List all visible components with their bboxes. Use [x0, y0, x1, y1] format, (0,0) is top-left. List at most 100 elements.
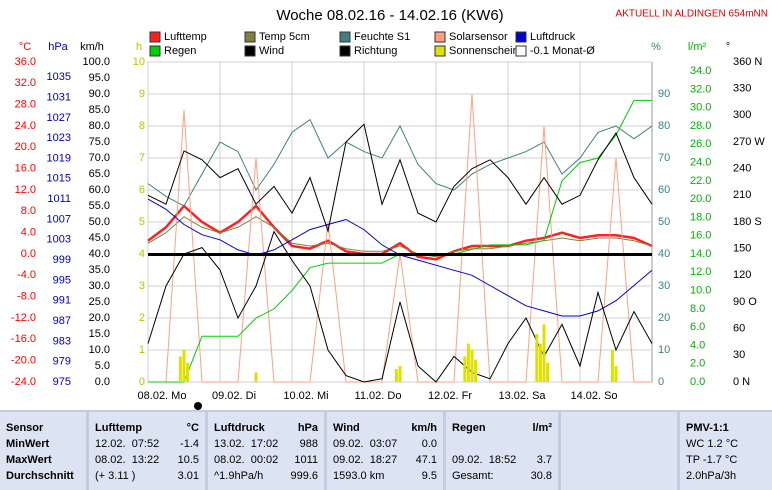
y-tick-label: 28.0: [690, 120, 711, 132]
y-tick-label: 2: [139, 312, 145, 324]
y-tick-label: 5: [139, 216, 145, 228]
y-tick-label: 30.0: [89, 280, 110, 292]
legend-label: Sonnenschein: [449, 45, 519, 57]
y-tick-label: 1019: [47, 152, 71, 164]
y-tick-label: 1007: [47, 213, 71, 225]
legend-swatch: [244, 31, 256, 43]
y-tick-label: 210: [733, 189, 751, 201]
y-tick-label: 95.0: [89, 72, 110, 84]
y-tick-label: 8: [139, 120, 145, 132]
stats-cell: TP -1.7 °C: [686, 454, 738, 466]
sun-bar: [182, 350, 186, 382]
sun-bar: [178, 356, 182, 382]
y-tick-label: -16.0: [11, 333, 36, 345]
stats-cell: WC 1.2 °C: [686, 438, 739, 450]
chart-title: Woche 08.02.16 - 14.02.16 (KW6): [276, 7, 503, 24]
y-tick-label: 983: [53, 335, 71, 347]
stats-cell: hPa: [297, 422, 318, 434]
stats-cell: l/m²: [532, 422, 552, 434]
y-tick-label: 45.0: [89, 232, 110, 244]
axis-unit: l/m²: [688, 41, 707, 53]
y-tick-label: 30: [733, 349, 745, 361]
y-tick-label: 5.0: [95, 360, 110, 372]
y-tick-label: 18.0: [690, 211, 711, 223]
stats-cell: 47.1: [415, 454, 437, 466]
y-tick-label: 20: [658, 312, 670, 324]
y-tick-label: 150: [733, 243, 751, 255]
stats-cell: Luftdruck: [214, 422, 265, 434]
y-tick-label: 90: [658, 88, 670, 100]
y-tick-label: 55.0: [89, 200, 110, 212]
y-tick-label: 22.0: [690, 175, 711, 187]
stats-panel: Wind km/h 09.02. 03:07 0.0 09.02. 18:27 47.1 1…: [327, 412, 443, 490]
stats-cell: 1011: [294, 454, 318, 466]
y-tick-label: 330: [733, 83, 751, 95]
stats-cell: 9.5: [421, 470, 437, 482]
sun-bar: [470, 350, 474, 382]
y-tick-label: 20.0: [89, 312, 110, 324]
y-tick-label: 987: [53, 315, 71, 327]
stats-cell: Sensor: [6, 422, 44, 434]
y-tick-label: 40.0: [89, 248, 110, 260]
sun-bar: [254, 372, 258, 382]
axis-unit: km/h: [80, 41, 104, 53]
legend-label: Richtung: [354, 45, 397, 57]
stats-panel: PMV-1:1 WC 1.2 °C TP -1.7 °C 2.0hPa/3h: [680, 412, 772, 490]
y-tick-label: 1031: [47, 91, 71, 103]
y-tick-label: 34.0: [690, 65, 711, 77]
sun-bar: [610, 350, 614, 382]
y-tick-label: 0.0: [21, 248, 36, 260]
series-line: [147, 216, 653, 258]
stats-cell: °C: [186, 422, 199, 434]
y-tick-label: -8.0: [17, 291, 36, 303]
y-tick-label: 0: [139, 376, 145, 388]
axis-unit: %: [651, 41, 661, 53]
stats-cell: Wind: [333, 422, 360, 434]
stats-cell: Gesamt:: [452, 470, 494, 482]
stats-cell: 3.01: [177, 470, 199, 482]
y-tick-label: 6.0: [690, 321, 705, 333]
y-tick-label: 1035: [47, 71, 71, 83]
y-tick-label: 1027: [47, 112, 71, 124]
legend-label: Solarsensor: [449, 31, 508, 43]
y-tick-label: 20.0: [15, 141, 36, 153]
y-tick-label: 180 S: [733, 216, 762, 228]
x-tick-label: 12.02. Fr: [428, 390, 472, 402]
legend-swatch: [434, 31, 446, 43]
stats-cell: 08.02. 00:02: [214, 454, 279, 466]
stats-cell: 988: [299, 438, 318, 450]
y-tick-label: 10: [658, 344, 670, 356]
y-tick-label: 90.0: [89, 88, 110, 100]
y-tick-label: 16.0: [15, 163, 36, 175]
y-tick-label: 10.0: [690, 284, 711, 296]
stats-cell: (+ 3.11 ): [95, 470, 136, 482]
stats-cell: Durchschnitt: [6, 470, 74, 482]
sun-bar: [466, 343, 470, 382]
sun-bar: [538, 343, 542, 382]
sun-bar: [394, 369, 398, 382]
stats-cell: Regen: [452, 422, 486, 434]
y-tick-label: 975: [53, 376, 71, 388]
x-tick-label: 09.02. Di: [212, 390, 256, 402]
y-tick-label: 8.0: [690, 303, 705, 315]
stats-cell: 09.02. 18:27: [333, 454, 398, 466]
legend-label: Regen: [164, 45, 196, 57]
stats-panel: Sensor MinWert MaxWert Durchschnitt: [0, 412, 86, 490]
y-tick-label: 60.0: [89, 184, 110, 196]
y-tick-label: 35.0: [89, 264, 110, 276]
stats-cell: 09.02. 18:52: [452, 454, 517, 466]
y-tick-label: -12.0: [11, 312, 36, 324]
series-line: [147, 123, 653, 233]
sun-bar: [186, 362, 190, 382]
sun-bar: [398, 366, 402, 382]
y-tick-label: 991: [53, 295, 71, 307]
x-tick-label: 14.02. So: [570, 390, 617, 402]
y-tick-label: 60: [733, 323, 745, 335]
legend-swatch: [149, 45, 161, 57]
y-tick-label: 3: [139, 280, 145, 292]
legend-label: Luftdruck: [530, 31, 576, 43]
stats-panel: Lufttemp °C 12.02. 07:52 -1.4 08.02. 13:22 10…: [89, 412, 205, 490]
y-tick-label: 300: [733, 109, 751, 121]
y-tick-label: 24.0: [15, 120, 36, 132]
y-tick-label: 30: [658, 280, 670, 292]
